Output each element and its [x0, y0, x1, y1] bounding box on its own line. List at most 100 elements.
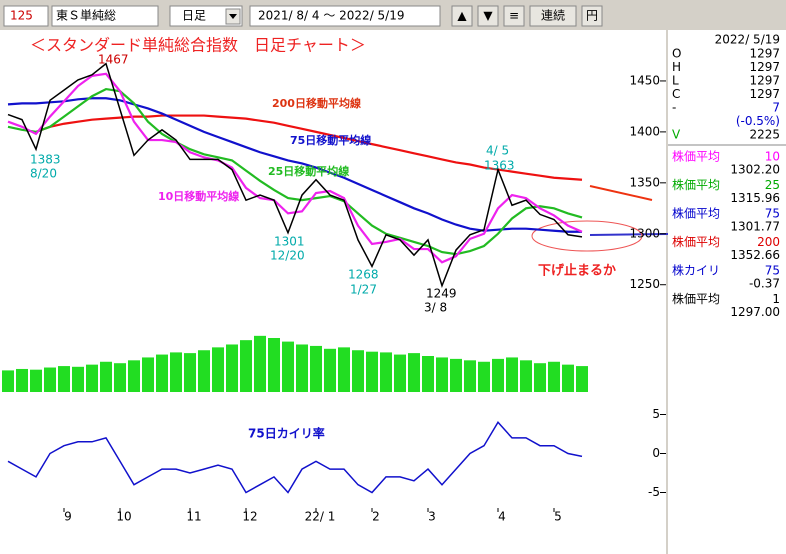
volume-bar [16, 368, 28, 392]
button-label: 円 [586, 9, 598, 23]
volume-bar [464, 360, 476, 392]
volume-bar [422, 356, 434, 392]
volume-bar [436, 357, 448, 392]
info-date: 2022/ 5/19 [715, 33, 780, 47]
button-label: ▼ [483, 9, 493, 23]
ma-extension [589, 233, 669, 236]
series-line [35, 114, 583, 181]
volume-bar [478, 361, 490, 392]
indicator-value: -0.37 [749, 277, 780, 291]
chart-title: ＜スタンダード単純総合指数 日足チャート＞ [30, 36, 366, 55]
indicator-period: 75 [765, 264, 780, 278]
volume-bar [380, 352, 392, 392]
button-label: ≡ [509, 9, 519, 23]
series-line [7, 421, 583, 494]
series-label: 200日移動平均線 [272, 96, 361, 110]
toolbar-button[interactable] [503, 5, 525, 27]
volume-bar [226, 344, 238, 392]
info-value: 1297 [749, 74, 780, 88]
annotation: 12/20 [270, 249, 305, 263]
info-panel [668, 30, 786, 554]
info-label: H [672, 60, 681, 74]
toolbar-button[interactable] [451, 5, 473, 27]
series-label: 75日移動平均線 [290, 133, 371, 147]
volume-bar [44, 367, 56, 392]
dropdown-arrow [229, 14, 237, 19]
date-range: 2021/ 8/ 4 ～ 2022/ 5/19 [258, 9, 405, 23]
volume-bar [492, 358, 504, 392]
info-value: 1297 [749, 60, 780, 74]
volume-bar [324, 348, 336, 392]
trend-extension [589, 185, 653, 201]
info-label: L [672, 74, 679, 88]
volume-bar [562, 364, 574, 392]
volume-bar [198, 350, 210, 392]
button-label: ▲ [457, 9, 467, 23]
volume-bar [548, 361, 560, 392]
annotation: 1268 [348, 268, 379, 282]
toolbar-button[interactable] [529, 5, 577, 27]
y-tick-label: 1300 [629, 226, 660, 240]
volume-bar [450, 358, 462, 392]
toolbar-button[interactable] [477, 5, 499, 27]
volume-bar [534, 363, 546, 392]
y-tick-label: 0 [652, 446, 660, 460]
button-label: 連続 [541, 9, 565, 23]
annotation: 1383 [30, 153, 61, 167]
volume-bar [128, 360, 140, 392]
highlight-ellipse [531, 220, 643, 252]
name-box[interactable] [51, 5, 159, 27]
annotation: 1/27 [350, 283, 377, 297]
volume-bar [352, 350, 364, 392]
volume-bar [30, 369, 42, 392]
series-line [7, 62, 583, 289]
volume-bar [184, 353, 196, 392]
x-tick-label: 11 [186, 510, 201, 524]
volume-bar [408, 353, 420, 392]
volume-bar [338, 347, 350, 392]
x-tick-label: 9 [64, 510, 72, 524]
indicator-value: 1352.66 [730, 248, 780, 262]
volume-bar [366, 351, 378, 392]
toolbar-button[interactable] [581, 5, 603, 27]
code-box[interactable] [3, 5, 49, 27]
panel-title: 75日カイリ率 [248, 426, 325, 441]
annotation: 1363 [484, 159, 515, 173]
annotation: 1249 [426, 287, 457, 301]
volume-bar [212, 347, 224, 392]
indicator-value: 1301.77 [730, 220, 780, 234]
volume-bar [142, 357, 154, 392]
y-tick-label: 1450 [629, 73, 660, 87]
annotation: 1301 [274, 235, 305, 249]
info-label: C [672, 87, 680, 101]
x-tick-label: 12 [242, 510, 257, 524]
annotation: 1467 [98, 53, 129, 67]
volume-bar [86, 364, 98, 392]
annotation: 8/20 [30, 167, 57, 181]
series-line [7, 87, 583, 256]
volume-bar [72, 366, 84, 392]
indicator-label: 株価平均 [672, 177, 720, 192]
volume-bar [170, 352, 182, 392]
annotation: 4/ 5 [486, 144, 509, 158]
y-tick-label: 5 [652, 407, 660, 421]
indicator-period: 25 [765, 178, 780, 192]
annotation: 下げ止まるか [538, 263, 616, 279]
period: 日足 [182, 9, 206, 23]
x-tick-label: 3 [428, 510, 436, 524]
x-tick-label: 5 [554, 510, 562, 524]
y-tick-label: 1250 [629, 277, 660, 291]
volume-bar [520, 360, 532, 392]
y-tick-label: -5 [648, 485, 660, 499]
indicator-period: 200 [757, 235, 780, 249]
volume-bar [268, 338, 280, 392]
y-tick-label: 1350 [629, 175, 660, 189]
volume-bar [114, 363, 126, 392]
indicator-label: 株価平均 [672, 234, 720, 249]
volume-bar [310, 345, 322, 392]
period-select[interactable] [169, 5, 243, 27]
indicator-period: 75 [765, 207, 780, 221]
volume-bar [58, 366, 70, 392]
volume-bar [240, 340, 252, 392]
info-value: 7 [772, 101, 780, 115]
